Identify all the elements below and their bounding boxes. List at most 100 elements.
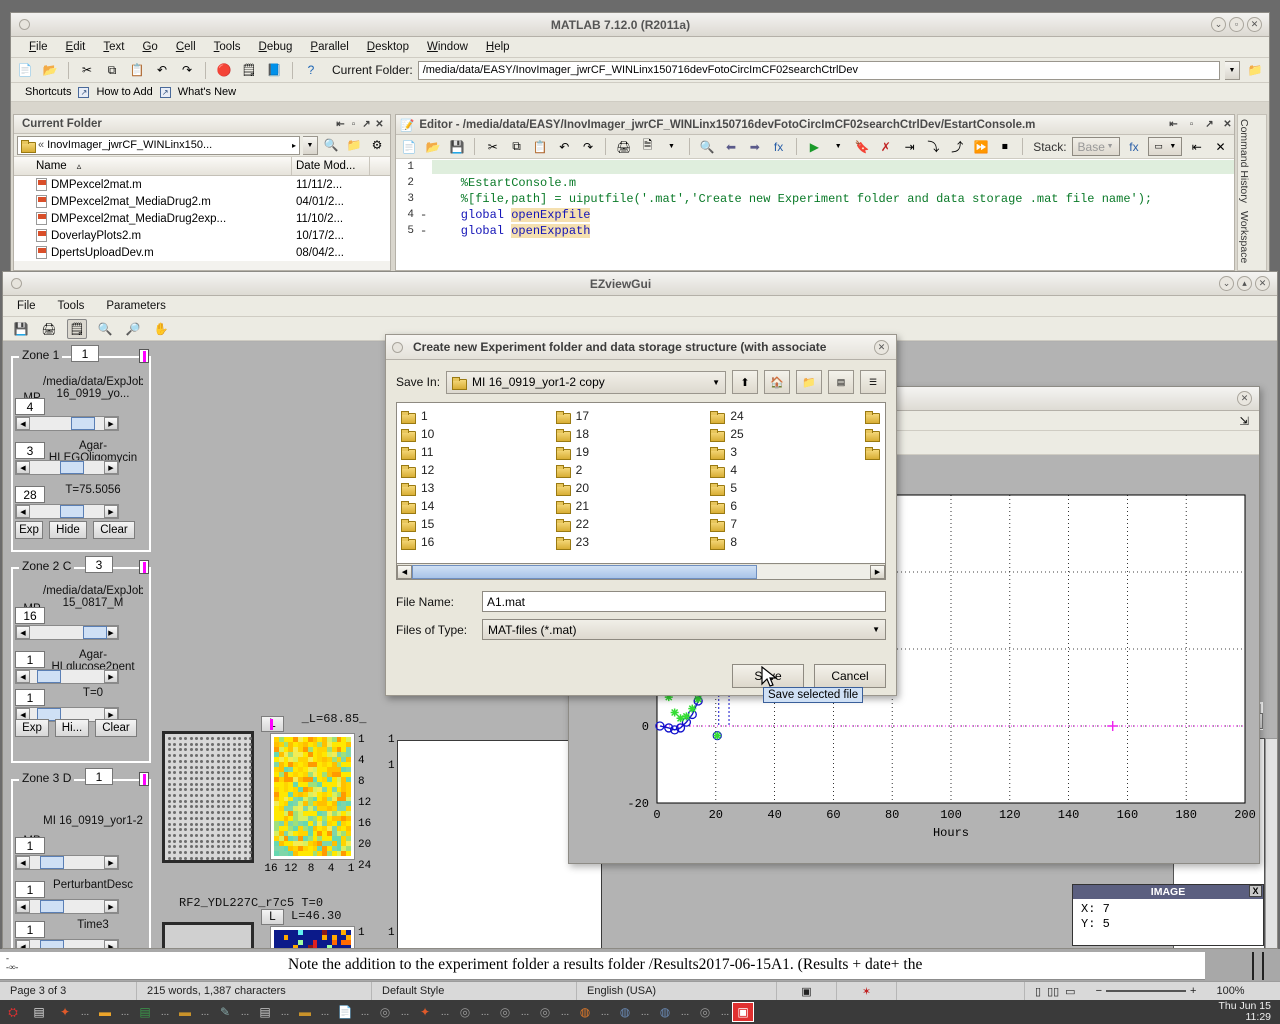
set-breakpoint-icon[interactable]: 🔖 bbox=[854, 139, 870, 154]
dialog-titlebar[interactable]: Create new Experiment folder and data st… bbox=[386, 335, 896, 360]
current-folder-path-input[interactable]: /media/data/EASY/InovImager_jwrCF_WINLin… bbox=[417, 60, 1220, 80]
screenshot-app-icon[interactable]: ▣ bbox=[732, 1002, 754, 1022]
how-to-add-link[interactable]: How to Add bbox=[96, 86, 153, 98]
window-menu-icon[interactable] bbox=[19, 19, 30, 30]
firefox-icon-3[interactable]: ◍ bbox=[659, 1005, 671, 1019]
new-script-icon[interactable]: 📄 bbox=[401, 139, 417, 154]
slider-thumb[interactable] bbox=[37, 670, 62, 683]
zone-2-value-1[interactable]: 16 bbox=[15, 607, 45, 624]
paste-icon[interactable]: 📋 bbox=[532, 139, 548, 154]
slider-right-arrow-icon[interactable]: ▶ bbox=[104, 505, 118, 518]
slider-thumb[interactable] bbox=[40, 940, 65, 948]
folder-history-dropdown-icon[interactable]: ▼ bbox=[303, 135, 318, 155]
matlab-taskbar-icon-2[interactable]: ✦ bbox=[419, 1005, 431, 1019]
menu-item-parallel[interactable]: Parallel bbox=[310, 41, 349, 53]
zoom-plus-icon[interactable]: + bbox=[1190, 985, 1197, 997]
folder-list-item[interactable]: 14 bbox=[401, 497, 556, 515]
folder-list-item[interactable]: 17 bbox=[555, 407, 711, 425]
folder-list-item[interactable]: 3 bbox=[710, 443, 865, 461]
zone-3-slider-2[interactable]: ◀ ▶ bbox=[15, 899, 119, 914]
writer-icon[interactable]: 📄 bbox=[337, 1005, 353, 1019]
function-browser-icon[interactable]: fx bbox=[773, 139, 784, 154]
shortcut-arrow-icon-2[interactable]: ↗ bbox=[159, 86, 171, 98]
ezview-menu-parameters[interactable]: Parameters bbox=[106, 300, 166, 312]
slider-thumb[interactable] bbox=[40, 856, 65, 869]
zone-2-value-3[interactable]: 1 bbox=[15, 689, 45, 706]
split-view-combo[interactable]: ▭ ▼ bbox=[1148, 137, 1183, 156]
menu-item-help[interactable]: Help bbox=[485, 41, 510, 53]
slider-right-arrow-icon[interactable]: ▶ bbox=[104, 900, 118, 913]
zone-2-slider-2[interactable]: ◀ ▶ bbox=[15, 669, 119, 684]
window-icon-5[interactable]: ◎ bbox=[699, 1005, 711, 1019]
help-icon[interactable]: ? bbox=[307, 63, 315, 77]
zoom-in-icon[interactable]: 🔍 bbox=[97, 321, 113, 336]
hscroll-thumb[interactable] bbox=[412, 564, 757, 579]
up-one-level-icon[interactable]: ⬆ bbox=[732, 370, 758, 394]
zone-3-value-3[interactable]: 1 bbox=[15, 921, 45, 938]
menu-item-desktop[interactable]: Desktop bbox=[366, 41, 409, 53]
terminal-icon-2[interactable]: ▤ bbox=[259, 1005, 271, 1019]
home-icon[interactable]: 🏠 bbox=[764, 370, 790, 394]
search-icon[interactable]: 🔍 bbox=[323, 138, 339, 152]
new-folder-icon[interactable]: 📁 bbox=[346, 138, 362, 152]
folder-list-item[interactable]: 12 bbox=[401, 461, 556, 479]
window-icon-4[interactable]: ◎ bbox=[539, 1005, 551, 1019]
chevron-down-icon-2[interactable]: ▼ bbox=[834, 143, 842, 150]
folder-list-item[interactable]: 7 bbox=[710, 515, 865, 533]
slider-thumb[interactable] bbox=[59, 461, 84, 474]
cancel-button[interactable]: Cancel bbox=[814, 664, 886, 688]
plot2-legend-button[interactable]: L bbox=[261, 909, 284, 925]
open-script-icon[interactable]: 📂 bbox=[425, 139, 441, 154]
window-icon-3[interactable]: ◎ bbox=[499, 1005, 511, 1019]
guide-icon[interactable]: 🗒 bbox=[241, 63, 257, 77]
tool-icon[interactable]: ✎ bbox=[219, 1005, 231, 1019]
editor-undock-icon[interactable]: ⇤ bbox=[1169, 119, 1178, 130]
print-icon[interactable]: 🖨 bbox=[41, 321, 57, 336]
matlab-taskbar-icon[interactable]: ✦ bbox=[59, 1005, 71, 1019]
folder-list-item[interactable]: 2 bbox=[555, 461, 711, 479]
zone-1-button-exp[interactable]: Exp bbox=[15, 521, 43, 539]
firefox-icon-2[interactable]: ◍ bbox=[619, 1005, 631, 1019]
multi-page-view-icon[interactable]: ▯▯ bbox=[1047, 985, 1060, 998]
gear-icon[interactable]: ⚙ bbox=[371, 138, 383, 152]
table-row[interactable]: DoverlayPlots2.m 10/17/2... bbox=[14, 227, 390, 244]
zone-1-index-field[interactable]: 1 bbox=[71, 345, 99, 362]
redo-icon[interactable]: ↷ bbox=[583, 139, 594, 154]
table-row[interactable]: DpertsUploadDev.m 08/04/2... bbox=[14, 244, 390, 261]
folder-list-item[interactable]: 20 bbox=[555, 479, 711, 497]
zone-2-button-hi[interactable]: Hi... bbox=[55, 719, 89, 737]
matlab-titlebar[interactable]: MATLAB 7.12.0 (R2011a) ⌄ ▫ ✕ bbox=[11, 13, 1269, 37]
zone-1-button-hide[interactable]: Hide bbox=[49, 521, 87, 539]
zone-2-slider-1[interactable]: ◀ ▶ bbox=[15, 625, 119, 640]
terminal-icon[interactable]: ▤ bbox=[33, 1005, 45, 1019]
zone-2-button-clear[interactable]: Clear bbox=[95, 719, 137, 737]
simulink-icon[interactable]: 🔴 bbox=[216, 63, 232, 77]
clear-breakpoints-icon[interactable]: ✗ bbox=[880, 139, 891, 154]
zone-1-slider-3[interactable]: ◀ ▶ bbox=[15, 504, 119, 519]
folder-list-item[interactable]: 23 bbox=[555, 533, 711, 551]
menu-item-cell[interactable]: Cell bbox=[175, 41, 196, 53]
slider-left-arrow-icon[interactable]: ◀ bbox=[16, 417, 30, 430]
find-icon[interactable]: 🔍 bbox=[699, 139, 715, 154]
cut-icon[interactable]: ✂ bbox=[487, 139, 498, 154]
save-icon[interactable]: 💾 bbox=[13, 321, 29, 336]
cut-icon[interactable]: ✂ bbox=[81, 63, 93, 77]
maximize-icon[interactable]: ▫ bbox=[1229, 17, 1244, 32]
menu-item-go[interactable]: Go bbox=[142, 41, 158, 53]
folder-list-item[interactable]: 10 bbox=[401, 425, 556, 443]
editor-float-icon[interactable]: ↗ bbox=[1205, 119, 1214, 130]
zone-2-index-field[interactable]: 3 bbox=[85, 556, 113, 573]
folder-list-item[interactable] bbox=[865, 407, 885, 425]
zoom-track[interactable] bbox=[1106, 990, 1187, 992]
stack-combo[interactable]: Base ▼ bbox=[1071, 137, 1120, 156]
slider-right-arrow-icon[interactable]: ▶ bbox=[104, 670, 118, 683]
back-icon[interactable]: ⬅ bbox=[725, 139, 736, 154]
folder-list-item[interactable]: 11 bbox=[401, 443, 556, 461]
zone-3-slider-3[interactable]: ◀ ▶ bbox=[15, 939, 119, 948]
folder-list-item[interactable]: 21 bbox=[555, 497, 711, 515]
ezview-close-icon[interactable]: ✕ bbox=[1255, 276, 1270, 291]
menu-item-file[interactable]: File bbox=[29, 41, 48, 53]
folder-list[interactable]: 1 10 11 12 13 14 15 16 17 18 19 2 20 21 22 23 24 25 3 4 5 6… bbox=[396, 402, 886, 564]
folder-icon-3[interactable]: ▬ bbox=[299, 1005, 311, 1019]
ezview-minimize-icon[interactable]: ⌄ bbox=[1219, 276, 1234, 291]
